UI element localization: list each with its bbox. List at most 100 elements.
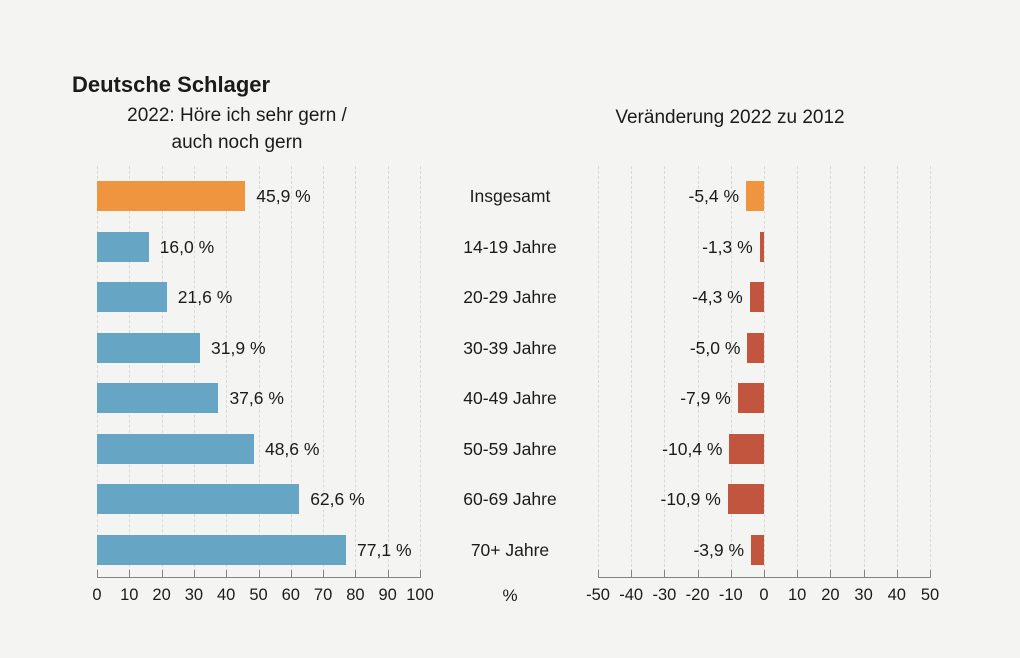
axis-tick-label: 70 <box>313 586 333 604</box>
gridline <box>355 166 357 577</box>
gridline <box>863 166 865 577</box>
axis-tick <box>697 570 699 578</box>
right-bar-14-19 Jahre <box>759 231 764 262</box>
axis-tick-label: 100 <box>406 586 434 604</box>
axis-tick <box>896 570 898 578</box>
value-label: -3,9 % <box>693 539 745 560</box>
left-bar-Insgesamt <box>97 181 246 211</box>
axis-tick <box>420 570 421 578</box>
left-bar-20-29 Jahre <box>97 282 167 312</box>
axis-tick <box>830 570 832 578</box>
axis-tick <box>664 570 666 578</box>
gridline <box>387 166 389 577</box>
value-label: 45,9 % <box>256 186 311 206</box>
left-bar-50-59 Jahre <box>97 433 254 464</box>
right-bar-20-29 Jahre <box>749 282 764 312</box>
gridline <box>258 166 260 577</box>
right-bar-50-59 Jahre <box>729 433 764 464</box>
right-chart-title: Veränderung 2022 zu 2012 <box>615 107 845 128</box>
axis-tick-label: 10 <box>120 586 139 604</box>
gridline <box>631 166 633 577</box>
axis-tick-label: 90 <box>378 586 397 604</box>
gridline <box>97 166 98 577</box>
gridline <box>290 166 292 577</box>
gridline <box>664 166 666 577</box>
axis-tick <box>598 570 599 578</box>
value-label: -1,3 % <box>702 236 753 257</box>
gridline <box>161 166 163 577</box>
axis-tick <box>226 570 228 578</box>
left-axis-unit-label: % <box>502 586 518 605</box>
page-title: Deutsche Schlager <box>72 71 271 97</box>
value-label: 62,6 % <box>310 489 365 509</box>
left-chart-title-line2: auch noch gern <box>171 132 303 153</box>
right-bar-30-39 Jahre <box>747 332 764 363</box>
right-chart-plot: -5,4 % -1,3 % -4,3 % -5,0 % -7,9 % -10,4 % -10… <box>586 166 939 604</box>
gridline <box>129 166 131 577</box>
axis-tick <box>323 570 325 578</box>
category-label: 30-39 Jahre <box>463 337 557 358</box>
value-label: 31,9 % <box>211 337 266 358</box>
gridline <box>730 166 732 577</box>
right-bar-Insgesamt <box>746 181 764 211</box>
category-labels-column: Insgesamt 14-19 Jahre 20-29 Jahre 30-39 Jah… <box>430 166 590 578</box>
value-label: 21,6 % <box>177 287 233 307</box>
axis-tick <box>290 570 292 578</box>
category-label: 60-69 Jahre <box>463 489 557 509</box>
axis-tick-label: 40 <box>217 586 236 604</box>
left-bar-60-69 Jahre <box>97 484 300 514</box>
value-label: -5,4 % <box>688 186 740 206</box>
axis-tick-label: -40 <box>619 586 644 604</box>
axis-tick-label: 10 <box>788 586 807 604</box>
value-label: -10,9 % <box>660 489 721 509</box>
left-chart-plot: 45,9 % 16,0 % 21,6 % 31,9 % 37,6 % 48,6 % 62,6… <box>92 166 434 604</box>
axis-tick-label: 50 <box>920 586 940 604</box>
left-bar-40-49 Jahre <box>97 383 219 413</box>
right-bar-40-49 Jahre <box>737 383 764 413</box>
axis-tick-label: 0 <box>759 586 769 604</box>
gridline <box>830 166 832 577</box>
left-chart-title: 2022: Höre ich sehr gern / auch noch ger… <box>72 102 402 156</box>
gridline <box>797 166 799 577</box>
category-label: 20-29 Jahre <box>463 287 557 307</box>
axis-tick-label: -30 <box>652 586 677 604</box>
gridline <box>226 166 228 577</box>
right-bar-60-69 Jahre <box>727 484 764 514</box>
category-label: 40-49 Jahre <box>463 388 557 408</box>
category-label: 70+ Jahre <box>470 539 550 560</box>
axis-tick-label: 0 <box>92 586 102 604</box>
axis-tick <box>764 570 765 578</box>
category-label: 50-59 Jahre <box>463 438 557 459</box>
gridline <box>420 166 421 577</box>
axis-tick-label: -50 <box>586 586 610 604</box>
axis-tick <box>97 570 98 578</box>
left-chart-title-line1: 2022: Höre ich sehr gern / <box>127 105 347 126</box>
axis-tick <box>129 570 131 578</box>
axis-tick-label: 50 <box>249 586 268 604</box>
value-label: -7,9 % <box>680 388 731 408</box>
gridline <box>896 166 898 577</box>
axis-tick-label: 40 <box>887 586 906 604</box>
gridline <box>764 166 765 577</box>
axis-tick <box>161 570 163 578</box>
axis-tick <box>193 570 195 578</box>
left-bar-30-39 Jahre <box>97 332 201 363</box>
value-label: -4,3 % <box>692 287 743 307</box>
axis-tick <box>258 570 260 578</box>
axis-tick <box>930 570 931 578</box>
axis-tick <box>355 570 357 578</box>
axis-tick-label: 30 <box>184 586 204 604</box>
value-label: 16,0 % <box>159 236 215 257</box>
axis-tick-label: 30 <box>854 586 873 604</box>
axis-tick <box>631 570 633 578</box>
axis-tick-label: 20 <box>821 586 840 604</box>
left-bar-14-19 Jahre <box>97 231 149 262</box>
gridline <box>193 166 195 577</box>
axis-tick-label: 60 <box>281 586 300 604</box>
value-label: -10,4 % <box>662 438 723 459</box>
axis-tick-label: 80 <box>346 586 365 604</box>
axis-tick-label: -20 <box>685 586 710 604</box>
axis-tick <box>730 570 732 578</box>
category-label: Insgesamt <box>469 186 551 206</box>
axis-tick-label: 20 <box>152 586 171 604</box>
